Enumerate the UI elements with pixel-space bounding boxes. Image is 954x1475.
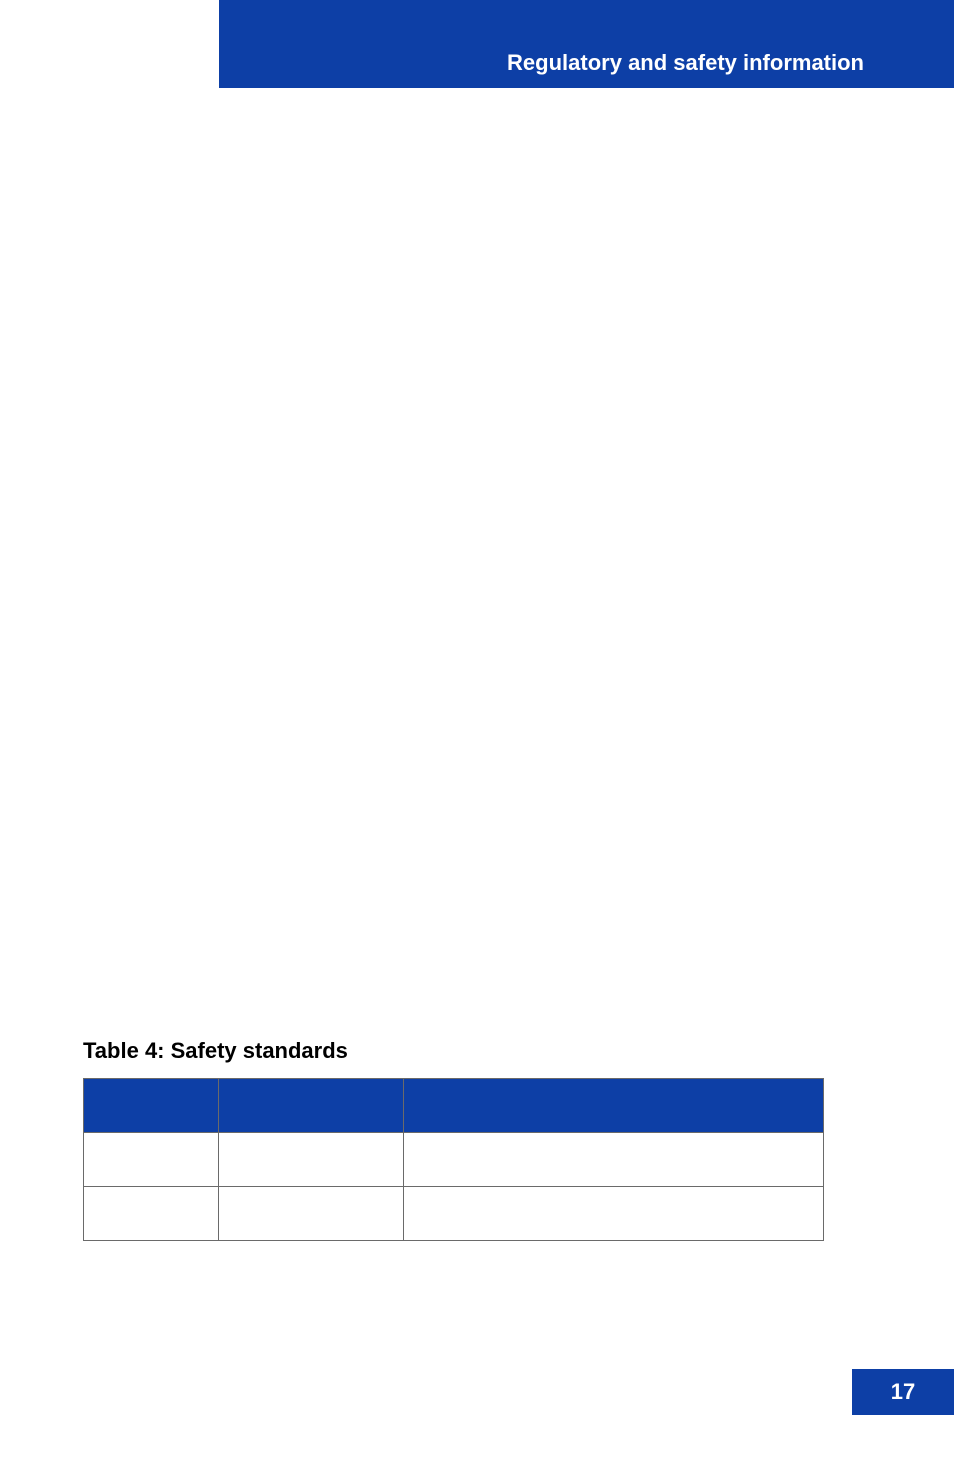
table-row bbox=[84, 1133, 824, 1187]
table-caption: Table 4: Safety standards bbox=[83, 1038, 348, 1064]
table-cell bbox=[404, 1187, 824, 1241]
table-header-cell bbox=[219, 1079, 404, 1133]
table-cell bbox=[219, 1187, 404, 1241]
table-cell bbox=[219, 1133, 404, 1187]
table-cell bbox=[84, 1187, 219, 1241]
table-cell bbox=[84, 1133, 219, 1187]
table-row bbox=[84, 1187, 824, 1241]
table-header-cell bbox=[84, 1079, 219, 1133]
header-title: Regulatory and safety information bbox=[507, 50, 864, 76]
page-number-tab: 17 bbox=[852, 1369, 954, 1415]
page-number: 17 bbox=[891, 1379, 915, 1405]
safety-standards-table bbox=[83, 1078, 824, 1241]
page: Regulatory and safety information Table … bbox=[0, 0, 954, 1475]
table-header-row bbox=[84, 1079, 824, 1133]
table-cell bbox=[404, 1133, 824, 1187]
table-header-cell bbox=[404, 1079, 824, 1133]
